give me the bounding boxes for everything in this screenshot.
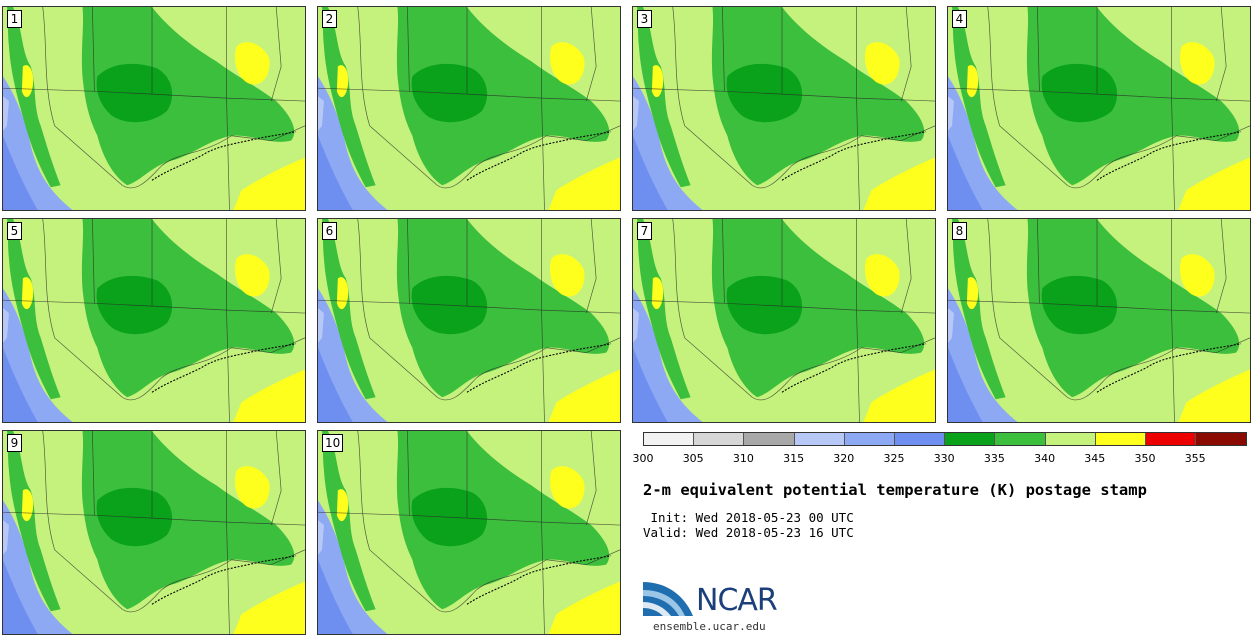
valid-time: Valid: Wed 2018-05-23 16 UTC	[643, 525, 854, 540]
member-panel: 2	[317, 6, 621, 211]
member-panel: 9	[2, 430, 306, 635]
colorbar-tick-label: 330	[933, 452, 955, 465]
member-panel: 5	[2, 218, 306, 423]
thetae-map	[948, 7, 1250, 210]
thetae-map	[3, 7, 305, 210]
colorbar-tick-label: 315	[783, 452, 805, 465]
member-number: 1	[7, 10, 22, 28]
member-number: 9	[7, 434, 22, 452]
member-number: 6	[322, 222, 337, 240]
thetae-map	[318, 431, 620, 634]
member-number: 7	[637, 222, 652, 240]
colorbar-tick-label: 305	[682, 452, 704, 465]
colorbar-tick-label: 325	[883, 452, 905, 465]
init-time: Init: Wed 2018-05-23 00 UTC	[643, 510, 854, 525]
colorbar-swatch	[794, 433, 845, 445]
colorbar-tick-label: 350	[1134, 452, 1156, 465]
colorbar-swatch	[995, 433, 1046, 445]
ncar-logo-icon	[643, 582, 693, 616]
colorbar-swatch	[644, 433, 695, 445]
colorbar	[643, 432, 1248, 446]
member-panel: 1	[2, 6, 306, 211]
site-url[interactable]: ensemble.ucar.edu	[653, 620, 766, 633]
colorbar-swatch	[1045, 433, 1096, 445]
colorbar-tick-label: 340	[1034, 452, 1056, 465]
member-number: 8	[952, 222, 967, 240]
thetae-map	[3, 219, 305, 422]
member-number: 10	[322, 434, 344, 452]
product-title: 2-m equivalent potential temperature (K)…	[643, 481, 1147, 499]
thetae-map	[633, 7, 935, 210]
colorbar-swatch	[694, 433, 745, 445]
member-number: 3	[637, 10, 652, 28]
member-panel: 8	[947, 218, 1251, 423]
member-panel: 3	[632, 6, 936, 211]
thetae-map	[318, 7, 620, 210]
colorbar-tick-label: 355	[1184, 452, 1206, 465]
member-number: 5	[7, 222, 22, 240]
member-panel: 10	[317, 430, 621, 635]
colorbar-tick-label: 335	[983, 452, 1005, 465]
colorbar-tick-label: 300	[632, 452, 654, 465]
member-panel: 6	[317, 218, 621, 423]
member-panel: 4	[947, 6, 1251, 211]
thetae-map	[3, 431, 305, 634]
thetae-map	[318, 219, 620, 422]
member-panel: 7	[632, 218, 936, 423]
colorbar-swatch	[1196, 433, 1247, 445]
colorbar-swatch	[744, 433, 795, 445]
colorbar-swatch	[1145, 433, 1197, 445]
logo-text: NCAR	[696, 583, 778, 618]
colorbar-tick-label: 320	[833, 452, 855, 465]
colorbar-swatch	[1095, 433, 1146, 445]
colorbar-swatch	[894, 433, 946, 445]
member-number: 2	[322, 10, 337, 28]
colorbar-swatch	[844, 433, 895, 445]
colorbar-swatch	[945, 433, 996, 445]
colorbar-tick-label: 310	[732, 452, 754, 465]
thetae-map	[948, 219, 1250, 422]
colorbar-tick-label: 345	[1084, 452, 1106, 465]
member-number: 4	[952, 10, 967, 28]
thetae-map	[633, 219, 935, 422]
